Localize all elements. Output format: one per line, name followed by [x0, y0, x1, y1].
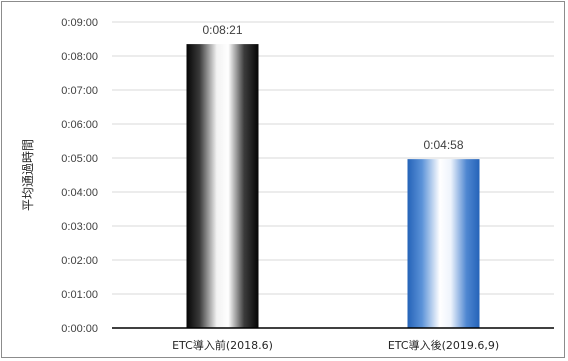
- gridlines: [112, 21, 554, 295]
- category-label-2: ETC導入後(2019.6,9): [388, 338, 499, 352]
- y-tick-label: 0:01:00: [61, 289, 98, 301]
- y-tick-label: 0:02:00: [61, 255, 98, 267]
- y-tick-label: 0:05:00: [61, 153, 98, 165]
- data-label-2: 0:04:58: [423, 138, 463, 152]
- data-labels: 0:08:21 0:04:58: [202, 23, 463, 152]
- y-tick-label: 0:08:00: [61, 51, 98, 63]
- data-label-1: 0:08:21: [202, 23, 242, 37]
- y-tick-label: 0:03:00: [61, 221, 98, 233]
- bar-2: [407, 159, 480, 328]
- y-tick-label: 0:09:00: [61, 17, 98, 29]
- y-axis-ticks: 0:00:00 0:01:00 0:02:00 0:03:00 0:04:00 0:05:…: [61, 17, 98, 335]
- category-label-1: ETC導入前(2018.6): [172, 338, 273, 352]
- y-axis-label: 平均通過時間: [21, 139, 35, 211]
- y-tick-label: 0:06:00: [61, 119, 98, 131]
- y-tick-label: 0:07:00: [61, 85, 98, 97]
- y-tick-label: 0:04:00: [61, 187, 98, 199]
- bars: [186, 44, 480, 328]
- y-tick-label: 0:00:00: [61, 323, 98, 335]
- bar-1: [186, 44, 259, 328]
- x-axis-categories: ETC導入前(2018.6) ETC導入後(2019.6,9): [172, 338, 499, 352]
